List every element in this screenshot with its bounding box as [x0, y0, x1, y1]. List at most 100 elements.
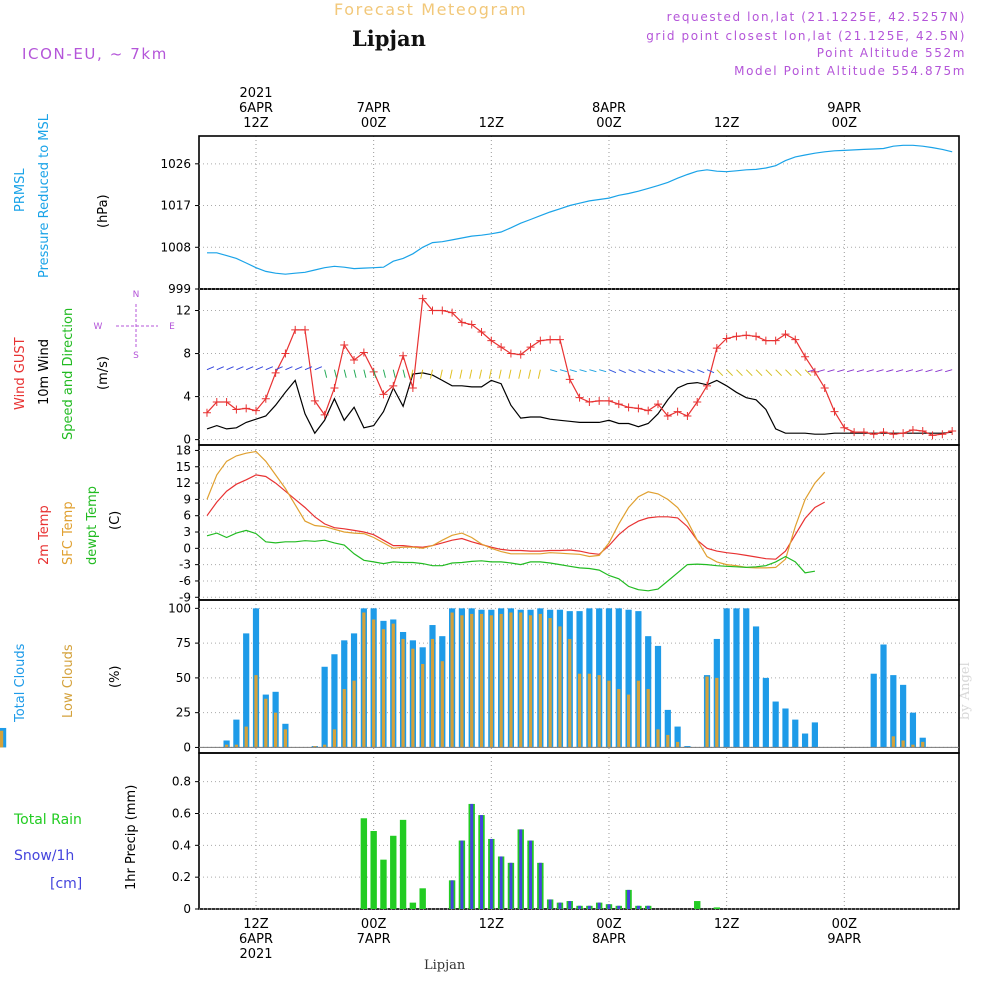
snow-bar-45 [646, 905, 650, 909]
gust-marker-16 [359, 348, 368, 357]
gust-marker-3 [232, 405, 241, 414]
wind-arrow-25 [449, 369, 453, 379]
time-top-label-5-1: 00Z [832, 116, 858, 131]
cloud-low-bar-28 [479, 613, 484, 748]
time-top-label-5-0: 9APR [827, 101, 861, 116]
cloud-low-bar-72 [911, 744, 915, 748]
wind-arrow-4 [245, 366, 254, 371]
panel-frame-1 [198, 288, 960, 446]
cloud-total-bar-44 [635, 611, 642, 748]
cloud-low-bar-11 [313, 746, 317, 748]
time-top-label-0-2: 12Z [243, 116, 269, 131]
ytick-label-2-9: 18 [176, 443, 191, 457]
gust-marker-45 [644, 406, 653, 415]
wind-arrow-14 [343, 369, 347, 378]
gust-marker-51 [703, 381, 712, 390]
wind-arrow-48 [677, 369, 685, 374]
cloud-low-bar-34 [538, 613, 542, 748]
gust-marker-36 [555, 335, 564, 344]
ytick-label-0-1: 1008 [160, 240, 191, 254]
cloud-low-bar-18 [381, 629, 386, 748]
wind-arrow-43 [628, 369, 636, 374]
gust-marker-46 [654, 400, 663, 409]
gust-marker-74 [928, 431, 937, 440]
cloud-total-bar-57 [762, 677, 769, 748]
wind-arrow-70 [886, 369, 894, 373]
wind-arrow-76 [945, 369, 953, 373]
cloud-total-bar-4 [243, 633, 250, 748]
ytick-label-2-8: 15 [176, 460, 191, 474]
wind-arrow-41 [608, 369, 617, 374]
gust-marker-56 [752, 332, 761, 341]
cloud-low-bar-78 [0, 730, 4, 748]
snow-bar-32 [519, 829, 523, 909]
wind-arrow-73 [915, 369, 923, 373]
gust-marker-6 [261, 394, 270, 403]
cloud-low-bar-37 [568, 638, 572, 748]
gust-marker-44 [634, 404, 643, 413]
time-top-label-1-1: 00Z [361, 116, 387, 131]
time-bottom-label-5-1: 9APR [827, 932, 861, 947]
snow-bar-41 [607, 904, 611, 909]
pressure-line [207, 144, 953, 275]
cloud-low-label: Low Clouds [61, 644, 76, 718]
gust-marker-37 [565, 375, 574, 384]
wind-arrow-40 [599, 369, 607, 373]
cloud-total-bar-71 [900, 684, 907, 748]
snow-bar-34 [538, 862, 542, 909]
ytick-label-0-2: 1017 [160, 199, 191, 213]
ytick-label-1-0: 0 [183, 433, 191, 447]
gust-marker-64 [830, 407, 839, 416]
snow-bar-37 [568, 901, 572, 909]
cloud-total-bar-3 [233, 719, 240, 748]
gust-marker-33 [526, 343, 535, 352]
wind-arrow-1 [216, 366, 224, 371]
rain-bar-18 [380, 859, 387, 909]
wind-arrow-53 [726, 369, 733, 377]
cloud-low-bar-51 [705, 676, 709, 748]
wind-arrow-45 [648, 369, 656, 374]
cloud-low-bar-73 [921, 741, 925, 748]
cloud-low-bar-45 [646, 689, 650, 748]
wind-dir-label: Speed and Direction [61, 308, 76, 440]
gust-marker-1 [212, 397, 221, 406]
cloud-low-bar-8 [283, 729, 288, 748]
gust-marker-2 [222, 397, 231, 406]
gust-marker-25 [448, 308, 457, 317]
gust-marker-22 [418, 294, 427, 303]
wind-arrow-49 [687, 369, 695, 374]
time-top-label-0-1: 6APR [239, 101, 273, 116]
time-top-label-4-0: 12Z [714, 116, 740, 131]
cloud-total-label: Total Clouds [13, 643, 28, 723]
gust-marker-61 [801, 352, 810, 361]
cloud-low-bar-20 [401, 638, 405, 748]
cloud-total-bar-12 [321, 666, 328, 748]
cloud-low-bar-41 [607, 680, 611, 748]
cloud-low-bar-31 [509, 612, 513, 748]
ytick-label-1-2: 8 [183, 347, 191, 361]
temp-2m-line [206, 474, 825, 560]
requested-coords: requested lon,lat (21.1225E, 42.5257N) [666, 10, 966, 24]
cloud-low-bar-13 [332, 729, 337, 748]
cloud-total-bar-56 [752, 626, 760, 748]
ytick-label-1-3: 12 [176, 304, 191, 318]
gust-marker-62 [810, 367, 819, 376]
gust-marker-11 [310, 396, 319, 405]
wind-arrow-5 [255, 366, 264, 371]
time-top-label-0-0: 2021 [239, 86, 272, 101]
wind-arrow-17 [373, 369, 377, 378]
wind-arrow-9 [295, 366, 303, 371]
ytick-label-3-0: 0 [183, 740, 191, 754]
gust-marker-14 [340, 340, 349, 349]
cloud-total-bar-54 [733, 608, 740, 748]
rain-bar-52 [713, 907, 721, 909]
snow-bar-30 [499, 856, 503, 909]
snow-bar-33 [529, 840, 533, 909]
ytick-label-4-2: 0.4 [172, 838, 191, 852]
cloud-low-bar-43 [626, 694, 631, 748]
cloud-low-bar-33 [528, 615, 533, 748]
cloud-total-bar-58 [772, 701, 779, 748]
ytick-label-4-0: 0 [183, 902, 191, 916]
cloud-low-bar-70 [891, 736, 895, 748]
